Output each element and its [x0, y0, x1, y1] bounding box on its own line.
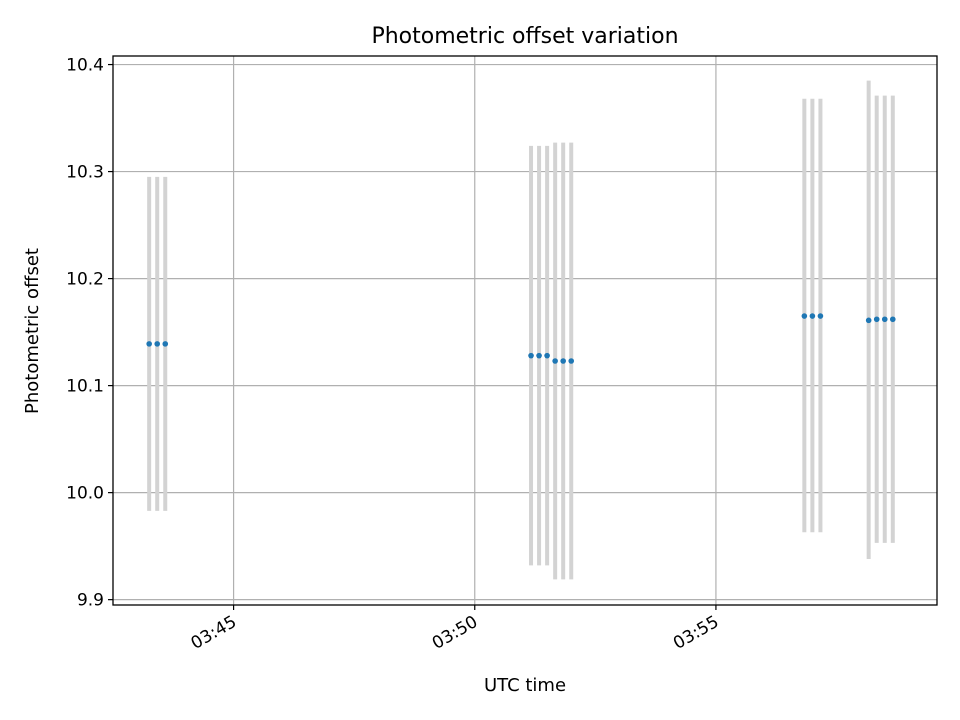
chart-title: Photometric offset variation [371, 24, 678, 49]
data-point [817, 313, 824, 319]
x-axis-label: UTC time [484, 675, 566, 696]
y-tick-label: 9.9 [77, 591, 104, 611]
data-point [146, 341, 152, 347]
y-tick-label: 10.2 [66, 270, 104, 290]
y-tick-label: 10.0 [66, 484, 104, 504]
y-tick-label: 10.3 [66, 163, 104, 183]
y-axis: 9.9 10.0 10.1 10.2 10.3 10.4 [66, 56, 113, 611]
data-points [146, 313, 896, 364]
y-axis-label: Photometric offset [22, 248, 43, 414]
data-point [536, 352, 542, 359]
data-point [889, 316, 896, 323]
data-point [162, 341, 169, 347]
data-point [801, 313, 808, 319]
data-point [552, 358, 558, 364]
grid [113, 56, 937, 605]
data-point [528, 352, 534, 359]
data-point [809, 313, 816, 319]
data-point [881, 316, 888, 323]
y-tick-label: 10.1 [66, 377, 104, 397]
data-point [568, 358, 575, 364]
data-point [544, 352, 550, 359]
data-point [154, 341, 161, 347]
plot-frame [112, 55, 938, 606]
data-point [873, 316, 880, 323]
data-point [560, 358, 566, 364]
data-point [865, 317, 872, 324]
y-tick-label: 10.4 [66, 56, 104, 76]
